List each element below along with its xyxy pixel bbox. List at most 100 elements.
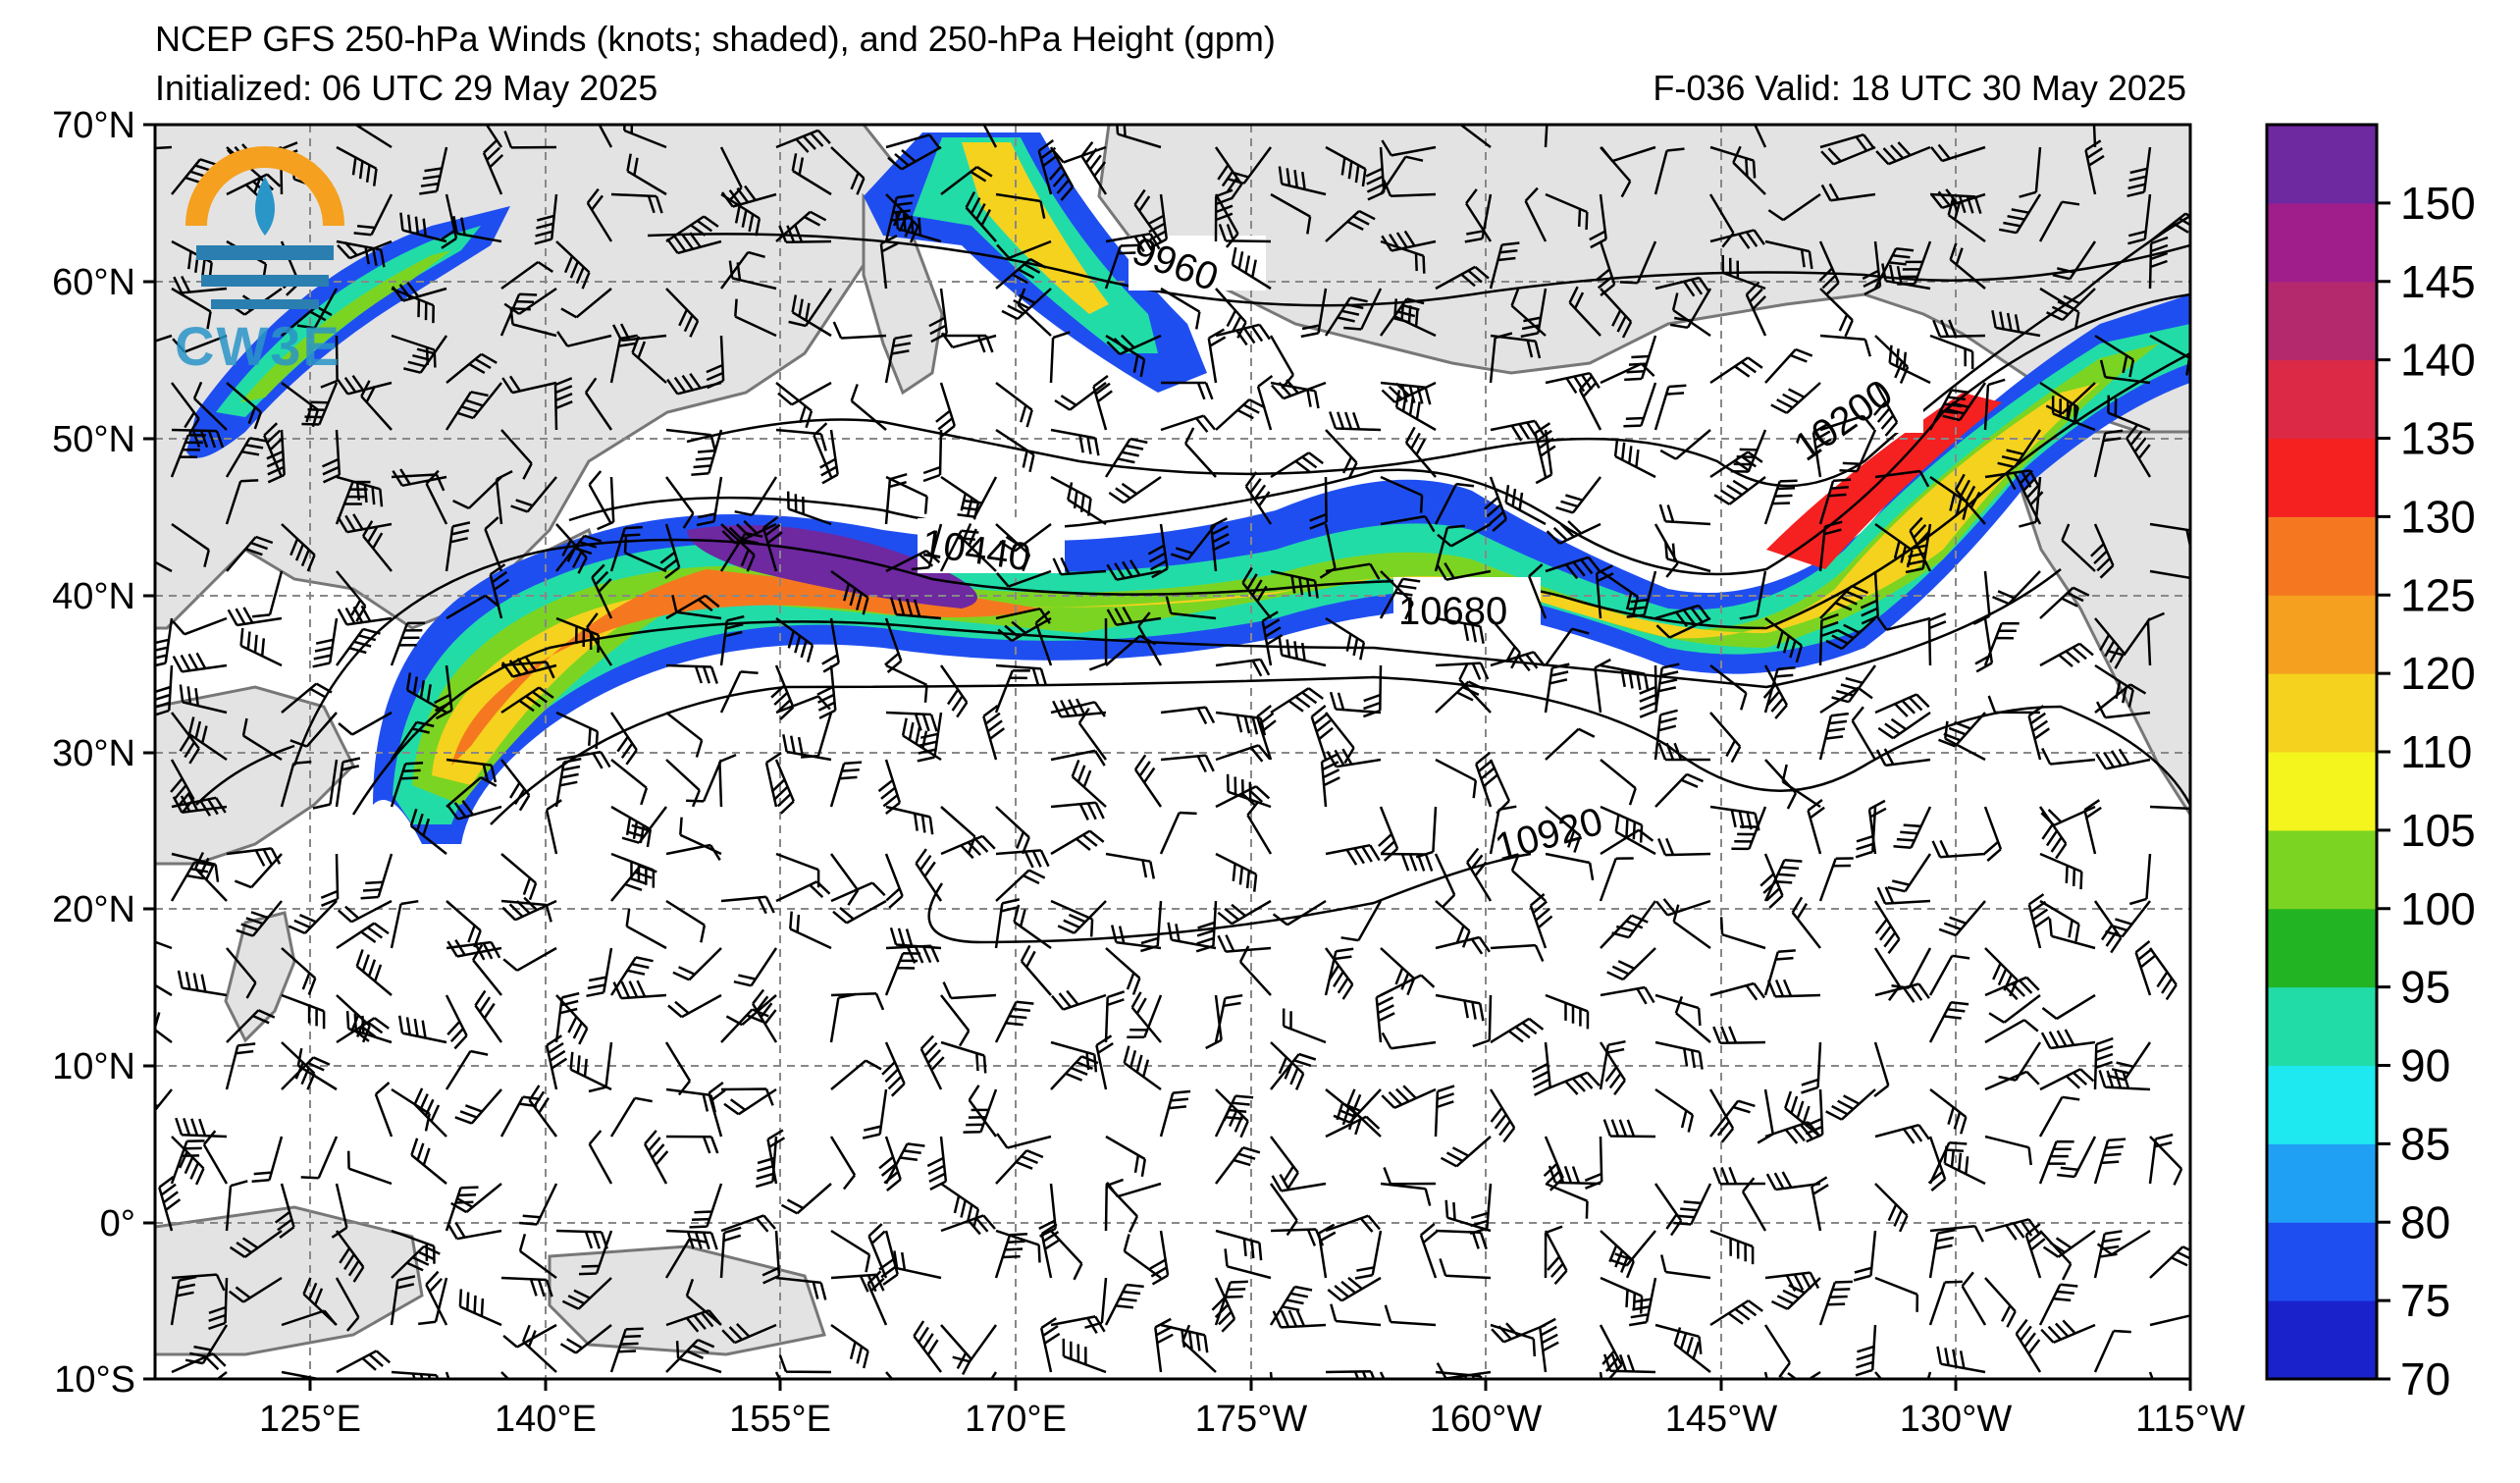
- wind-barb: [1160, 414, 1216, 433]
- wind-barb: [1214, 188, 1234, 242]
- colorbar-segment: [2267, 752, 2377, 831]
- wind-barb: [1435, 1229, 1488, 1250]
- wind-barb: [1929, 475, 1969, 520]
- wind-barb: [884, 853, 904, 909]
- wind-barb: [1215, 711, 1267, 736]
- wind-barb: [403, 335, 448, 374]
- wind-barb: [1801, 1041, 1822, 1094]
- wind-barb: [1732, 145, 1766, 195]
- wind-barb: [609, 712, 638, 766]
- wind-barb: [1271, 1173, 1327, 1192]
- wind-barb: [691, 429, 723, 476]
- wind-barb: [2027, 893, 2051, 949]
- wind-barb: [1050, 801, 1105, 821]
- wind-barb: [1224, 1248, 1272, 1280]
- wind-barb: [446, 799, 502, 821]
- wind-barb: [1067, 482, 1107, 526]
- wind-barb: [1379, 577, 1421, 619]
- colorbar-segment: [2267, 359, 2377, 439]
- wind-barb: [1938, 712, 1986, 748]
- wind-barb: [1504, 485, 1547, 526]
- wind-barb: [1215, 744, 1271, 763]
- wind-barb: [1444, 1199, 1492, 1233]
- wind-barb: [1256, 375, 1274, 431]
- wind-barb: [1051, 145, 1107, 164]
- wind-barb: [170, 1275, 197, 1326]
- wind-barb: [446, 939, 502, 958]
- wind-barb: [1435, 900, 1471, 948]
- wind-barb: [495, 469, 513, 525]
- wind-barb: [913, 1320, 942, 1373]
- wind-barb: [1928, 1280, 1963, 1326]
- wind-barb: [665, 232, 722, 255]
- wind-barb: [1709, 356, 1763, 385]
- wind-barb: [337, 513, 393, 534]
- wind-barb: [521, 1324, 557, 1373]
- wind-barb: [241, 717, 283, 762]
- wind-barb: [1876, 886, 1931, 905]
- wind-barb: [609, 1327, 644, 1373]
- wind-barb: [1874, 469, 1930, 488]
- wind-barb: [472, 944, 502, 996]
- wind-barb: [2149, 569, 2190, 580]
- axis-ticks: [143, 123, 2192, 1391]
- lat-label: 10°N: [52, 1046, 135, 1087]
- wind-barb: [2148, 1133, 2174, 1185]
- wind-barb: [1489, 241, 1520, 290]
- wind-barb: [885, 805, 934, 835]
- wind-barb: [2094, 663, 2134, 708]
- wind-barb: [755, 1136, 778, 1189]
- wind-barb: [1819, 686, 1873, 715]
- wind-barb: [289, 712, 338, 748]
- wind-barb: [452, 215, 502, 243]
- wind-barb: [1381, 381, 1437, 404]
- wind-barb: [2083, 799, 2102, 855]
- wind-barb: [1548, 1165, 1601, 1186]
- wind-barb: [439, 193, 458, 249]
- wind-barb: [2084, 139, 2105, 195]
- wind-barb: [1764, 1271, 1820, 1292]
- wind-barb: [1270, 451, 1324, 479]
- wind-barb: [1105, 947, 1141, 995]
- wind-barb: [226, 947, 257, 999]
- wind-barb: [301, 382, 339, 426]
- wind-barb: [878, 1136, 902, 1192]
- wind-barb: [226, 535, 274, 572]
- lon-label: 145°W: [1665, 1399, 1778, 1440]
- wind-barb: [1991, 309, 2041, 338]
- lon-label: 140°E: [495, 1399, 597, 1440]
- wind-barb: [228, 1276, 283, 1303]
- wind-barb: [775, 428, 827, 451]
- wind-barb: [1127, 994, 1163, 1039]
- wind-barb: [586, 187, 613, 242]
- wind-barb: [1905, 523, 1932, 574]
- wind-barb: [1524, 186, 1548, 242]
- wind-barb: [300, 1136, 339, 1180]
- wind-barb: [501, 656, 557, 678]
- wind-barb: [1545, 993, 1590, 1030]
- wind-barb: [554, 757, 582, 808]
- wind-barb: [2092, 125, 2097, 148]
- wind-barb: [1545, 727, 1596, 761]
- wind-barb: [1657, 742, 1710, 762]
- wind-barb: [1159, 1089, 1191, 1138]
- wind-barb: [500, 661, 555, 679]
- wind-barb: [879, 234, 899, 290]
- wind-barb: [1381, 139, 1437, 157]
- wind-barb: [1110, 925, 1162, 950]
- chart-title: NCEP GFS 250-hPa Winds (knots; shaded), …: [155, 19, 1276, 59]
- wind-barb: [922, 429, 943, 483]
- wind-barb: [621, 806, 667, 844]
- wind-barb: [1609, 1230, 1656, 1267]
- wind-barb: [1329, 691, 1382, 715]
- wind-barb: [588, 1041, 613, 1093]
- wind-barb: [1529, 893, 1553, 949]
- colorbar-label: 140: [2400, 335, 2476, 386]
- wind-barb: [1104, 437, 1148, 478]
- wind-barb: [770, 759, 795, 815]
- wind-barb: [2052, 240, 2097, 281]
- wind-barb: [940, 834, 996, 860]
- wind-barb: [391, 1370, 440, 1379]
- wind-barb: [884, 1142, 925, 1185]
- wind-barb: [901, 717, 942, 762]
